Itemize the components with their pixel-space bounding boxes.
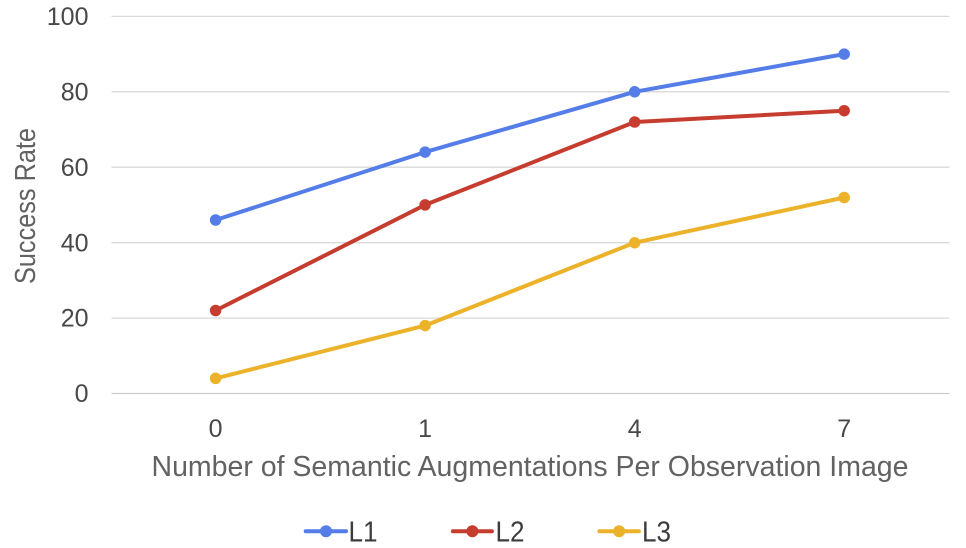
svg-text:0: 0 bbox=[209, 415, 223, 443]
svg-text:40: 40 bbox=[61, 229, 89, 257]
svg-text:80: 80 bbox=[61, 78, 89, 106]
svg-text:20: 20 bbox=[61, 305, 89, 333]
svg-text:1: 1 bbox=[418, 415, 432, 443]
svg-text:L3: L3 bbox=[642, 517, 671, 548]
svg-text:L1: L1 bbox=[349, 517, 378, 548]
svg-text:4: 4 bbox=[628, 415, 642, 443]
svg-text:60: 60 bbox=[61, 154, 89, 182]
svg-text:Success Rate: Success Rate bbox=[10, 128, 42, 284]
svg-text:L2: L2 bbox=[496, 517, 525, 548]
svg-text:100: 100 bbox=[47, 3, 89, 31]
svg-text:Number of Semantic Augmentatio: Number of Semantic Augmentations Per Obs… bbox=[152, 451, 909, 483]
svg-text:0: 0 bbox=[75, 380, 89, 408]
svg-text:7: 7 bbox=[837, 415, 851, 443]
